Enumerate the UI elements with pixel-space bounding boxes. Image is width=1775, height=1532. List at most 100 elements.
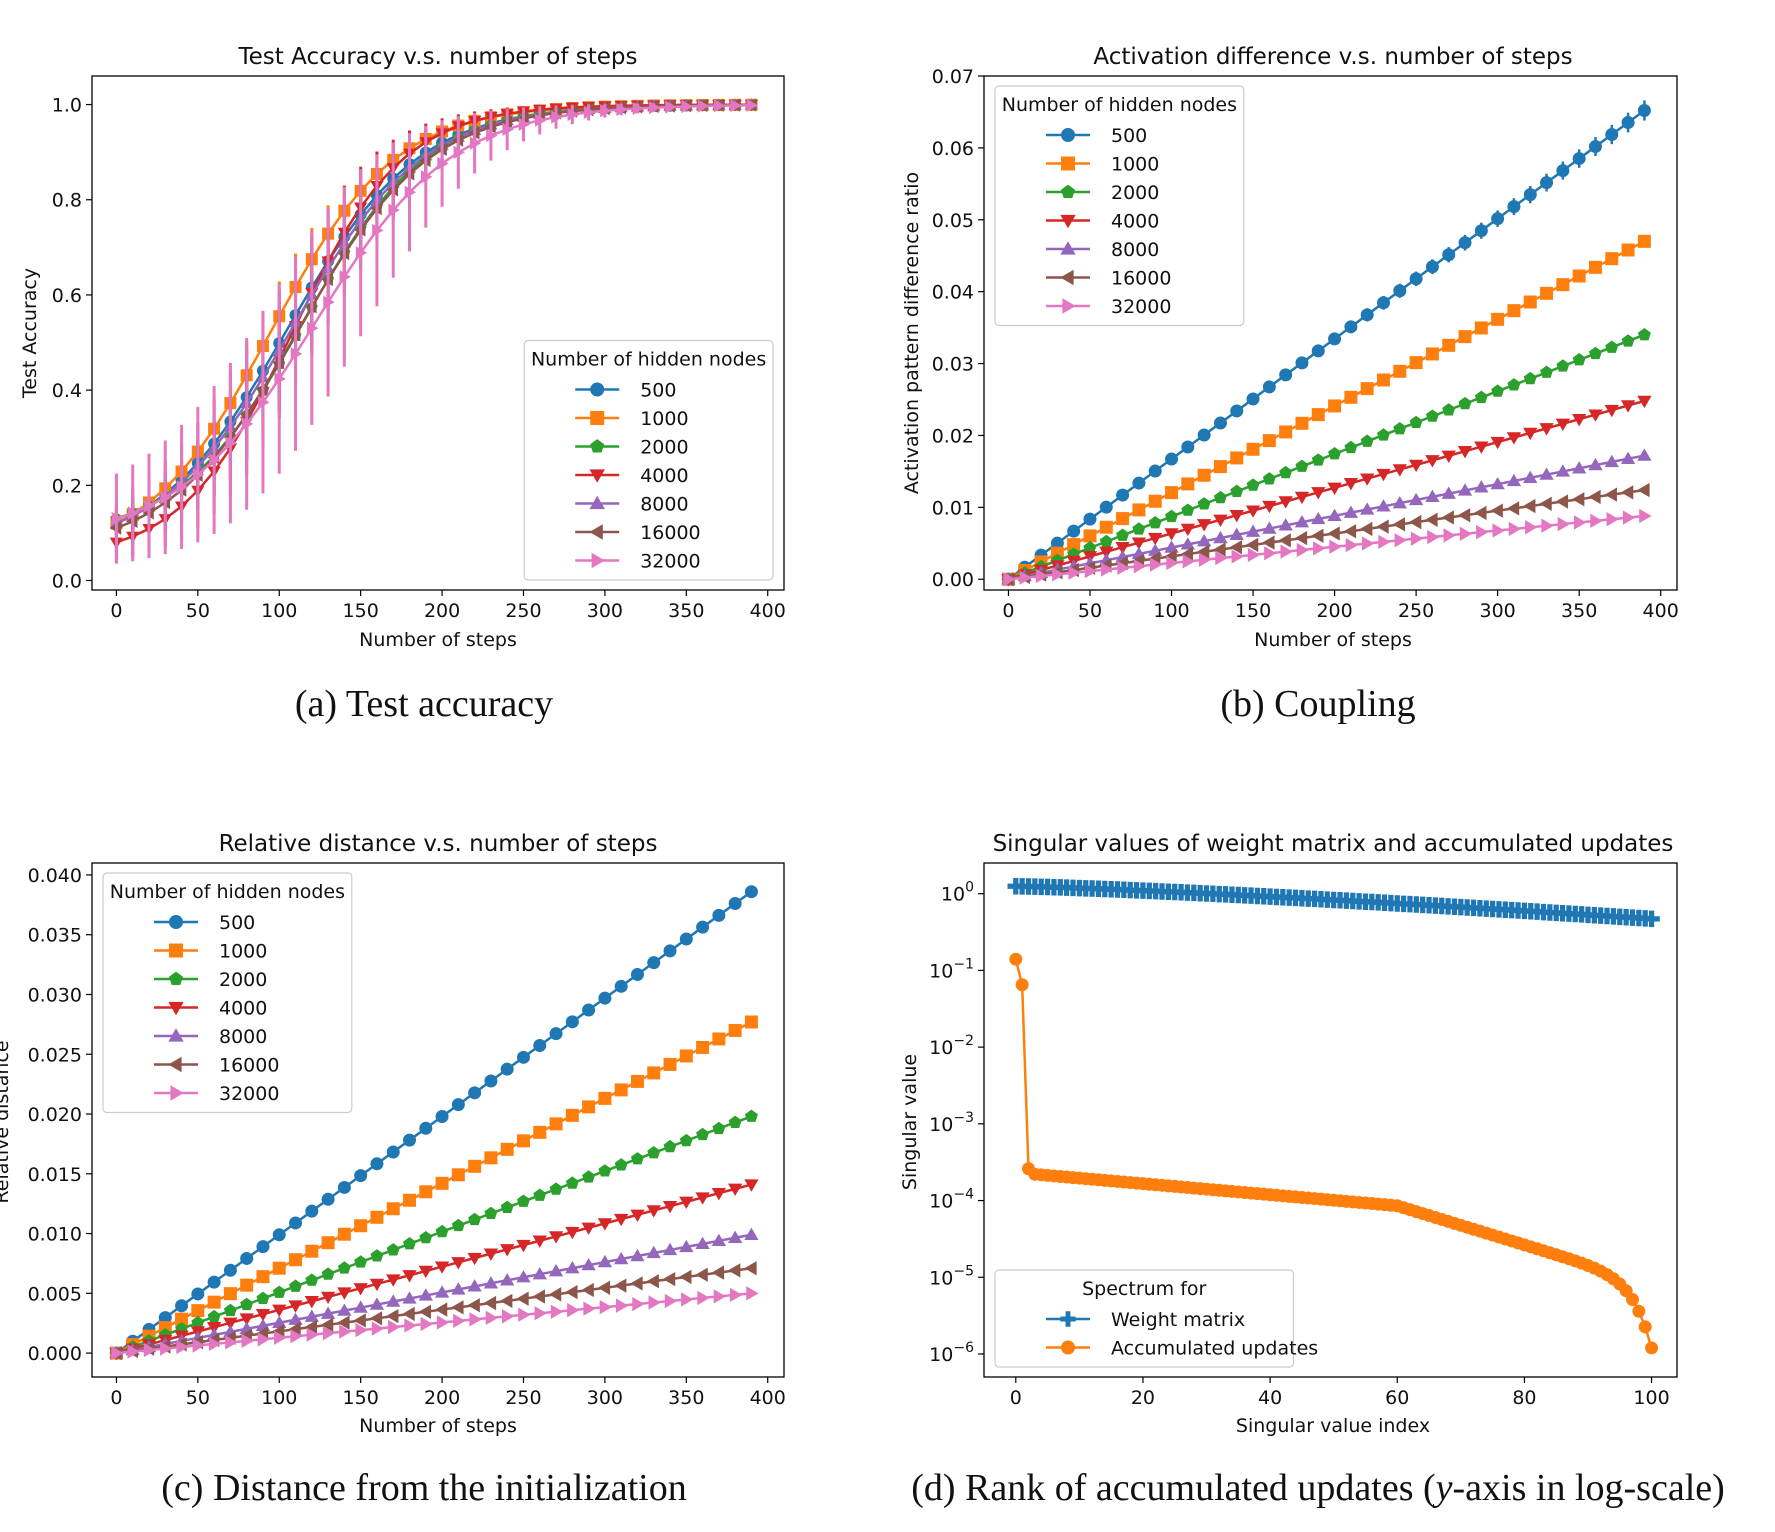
data-point xyxy=(1443,528,1456,543)
series-line xyxy=(1008,454,1645,581)
data-point xyxy=(208,1336,222,1352)
series-line xyxy=(1008,333,1645,581)
data-point xyxy=(434,1302,448,1317)
x-tick-label: 300 xyxy=(587,1387,623,1409)
data-point xyxy=(1490,503,1503,518)
data-point xyxy=(548,1231,564,1244)
panel-b-ylabel: Activation pattern difference ratio xyxy=(901,172,923,494)
data-point xyxy=(420,1316,433,1332)
data-point xyxy=(404,1318,417,1333)
data-point xyxy=(353,1313,366,1328)
legend-box xyxy=(523,339,774,581)
data-point xyxy=(1116,528,1130,541)
data-point xyxy=(550,1304,564,1319)
data-point xyxy=(1181,503,1195,516)
data-point xyxy=(1230,484,1244,497)
legend-label: 32000 xyxy=(1111,296,1171,318)
y-tick-label: 0.01 xyxy=(932,497,974,519)
data-point xyxy=(1572,269,1586,283)
data-point xyxy=(304,1319,318,1335)
legend-marker xyxy=(169,971,183,985)
panel-test-accuracy: Test Accuracy v.s. number of steps 0 50 10… xyxy=(19,44,786,651)
x-tick-label: 60 xyxy=(1385,1387,1409,1409)
data-point xyxy=(1229,527,1244,541)
data-point xyxy=(339,270,351,284)
data-point xyxy=(533,1125,547,1139)
data-point xyxy=(597,1280,611,1295)
data-point xyxy=(1278,533,1291,548)
data-point xyxy=(630,1074,644,1088)
y-tick-label: 0.2 xyxy=(52,475,82,497)
data-point xyxy=(1262,521,1277,534)
data-point xyxy=(1311,487,1326,500)
data-point xyxy=(695,1267,708,1282)
x-tick-label: 350 xyxy=(668,1387,704,1409)
y-tick-label: 0.035 xyxy=(28,925,82,947)
legend: Number of hidden nodes 500 1000 2000 4000 800… xyxy=(102,872,353,1114)
data-point xyxy=(305,1244,319,1258)
data-point xyxy=(1279,368,1293,382)
data-point xyxy=(1099,534,1113,548)
data-point xyxy=(371,1321,385,1336)
series-line xyxy=(116,104,752,520)
data-point xyxy=(1604,404,1619,418)
x-tick-label: 0 xyxy=(110,1387,122,1409)
data-point xyxy=(1197,468,1211,482)
data-point xyxy=(418,1265,433,1279)
data-point xyxy=(728,1115,742,1129)
data-point xyxy=(176,1339,189,1355)
legend-label: 4000 xyxy=(1111,211,1159,233)
data-point xyxy=(191,1287,205,1301)
data-point xyxy=(1645,1341,1659,1355)
legend-label: 500 xyxy=(1111,125,1147,147)
legend-box xyxy=(102,872,353,1114)
data-point xyxy=(1311,408,1325,422)
data-point xyxy=(1506,432,1522,445)
data-point xyxy=(1392,517,1405,532)
data-point xyxy=(1491,212,1505,226)
data-point xyxy=(223,1263,237,1277)
data-point xyxy=(1278,518,1293,531)
data-point xyxy=(451,1257,466,1270)
data-point xyxy=(1604,487,1617,502)
data-point xyxy=(288,1322,301,1337)
data-point xyxy=(1279,425,1293,439)
data-point xyxy=(370,1210,384,1224)
data-point xyxy=(1009,952,1023,966)
data-point xyxy=(646,1205,661,1218)
data-point xyxy=(1555,418,1571,431)
data-point xyxy=(697,99,710,113)
data-point xyxy=(1378,534,1391,550)
data-point xyxy=(1245,505,1261,518)
data-point xyxy=(1247,547,1261,563)
x-tick-label: 50 xyxy=(186,1387,210,1409)
legend-marker xyxy=(1060,241,1076,255)
data-point xyxy=(1588,346,1602,360)
data-point xyxy=(1327,482,1342,495)
data-point xyxy=(1637,448,1652,461)
data-point xyxy=(225,436,237,450)
data-point xyxy=(468,1086,482,1100)
data-point xyxy=(1392,495,1407,509)
data-point xyxy=(1474,321,1488,335)
data-point xyxy=(1148,532,1163,546)
data-point xyxy=(484,1206,498,1220)
legend-label: 500 xyxy=(640,380,676,402)
data-point xyxy=(518,1307,531,1322)
data-point xyxy=(175,1299,189,1313)
panel-c-plot-area: 0 50 100 150 200 250 300 350 400 0.000 0.005 0.010 0… xyxy=(28,862,786,1409)
data-point xyxy=(565,1015,579,1029)
data-point xyxy=(353,1283,368,1296)
data-point xyxy=(615,1298,629,1313)
data-point xyxy=(516,1291,529,1306)
data-point xyxy=(1115,542,1130,555)
series-line xyxy=(115,1115,752,1355)
data-point xyxy=(354,1255,368,1268)
data-point xyxy=(1376,499,1391,512)
data-point xyxy=(630,1152,644,1165)
panel-distance: Relative distance v.s. number of steps 0… xyxy=(0,831,786,1437)
data-point xyxy=(1295,356,1309,370)
data-point xyxy=(192,1338,205,1353)
data-point xyxy=(518,117,531,131)
data-point xyxy=(256,1240,270,1254)
